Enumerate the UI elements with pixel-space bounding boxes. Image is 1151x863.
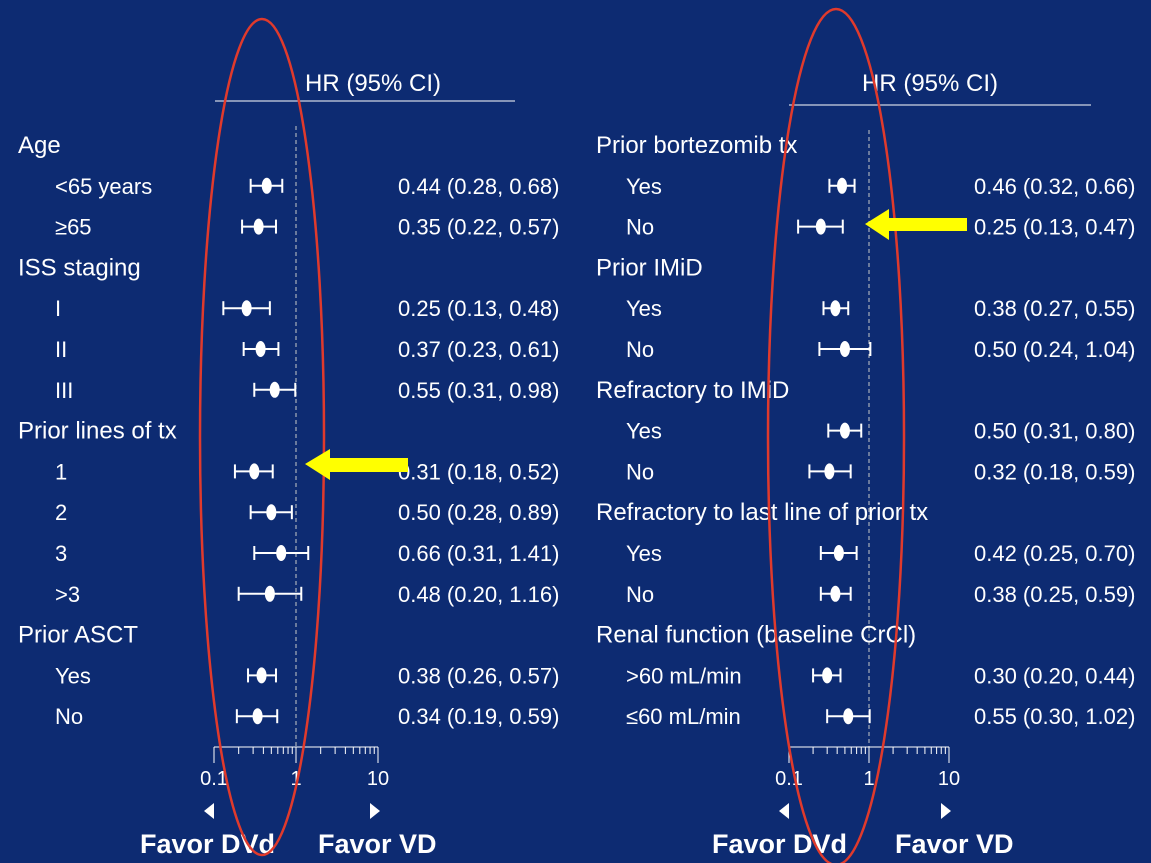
subgroup-label: III	[55, 378, 73, 403]
hr-ci-value: 0.48 (0.20, 1.16)	[398, 582, 559, 607]
hr-point-marker	[252, 708, 263, 725]
hr-point-marker	[830, 300, 841, 317]
hr-point-marker	[839, 341, 850, 357]
subgroup-label: 2	[55, 500, 67, 525]
hr-ci-value: 0.25 (0.13, 0.48)	[398, 296, 559, 321]
x-tick-label: 10	[938, 768, 960, 790]
hr-ci-value: 0.55 (0.30, 1.02)	[974, 704, 1135, 729]
hr-point-marker	[822, 667, 833, 684]
highlight-ellipse	[766, 7, 906, 863]
hr-point-marker	[241, 300, 252, 317]
hr-point-marker	[253, 218, 264, 235]
subgroup-label: Yes	[626, 174, 662, 199]
x-tick-label: 1	[863, 768, 874, 790]
hr-ci-value: 0.55 (0.31, 0.98)	[398, 378, 559, 403]
hr-point-marker	[249, 463, 260, 480]
hr-point-marker	[266, 504, 277, 521]
hr-point-marker	[261, 177, 272, 194]
subgroup-label: 3	[55, 541, 67, 566]
hr-point-marker	[843, 708, 854, 725]
subgroup-heading: Prior lines of tx	[18, 418, 177, 445]
subgroup-label: I	[55, 296, 61, 321]
subgroup-label: ≥65	[55, 215, 92, 240]
x-tick-label: 0.1	[775, 768, 803, 790]
hr-point-marker	[255, 341, 266, 357]
favor-right-arrow	[941, 803, 951, 819]
favor-right-arrow	[370, 803, 380, 819]
subgroup-label: <65 years	[55, 174, 152, 199]
subgroup-heading: Renal function (baseline CrCl)	[596, 622, 916, 649]
hr-ci-value: 0.46 (0.32, 0.66)	[974, 174, 1135, 199]
hr-point-marker	[276, 545, 287, 561]
hr-ci-value: 0.42 (0.25, 0.70)	[974, 541, 1135, 566]
hr-ci-value: 0.32 (0.18, 0.59)	[974, 459, 1135, 484]
favor-right-label: Favor VD	[318, 829, 437, 859]
hr-point-marker	[269, 381, 280, 398]
hr-ci-value: 0.38 (0.26, 0.57)	[398, 663, 559, 688]
subgroup-label: II	[55, 337, 67, 362]
highlight-ellipse	[198, 17, 326, 857]
column-header: HR (95% CI)	[305, 70, 441, 97]
highlight-arrow	[305, 449, 408, 480]
subgroup-label: No	[55, 704, 83, 729]
hr-ci-value: 0.34 (0.19, 0.59)	[398, 704, 559, 729]
hr-ci-value: 0.31 (0.18, 0.52)	[398, 459, 559, 484]
subgroup-heading: Age	[18, 132, 61, 159]
subgroup-heading: Prior IMiD	[596, 254, 703, 281]
subgroup-label: ≤60 mL/min	[626, 704, 741, 729]
subgroup-label: No	[626, 337, 654, 362]
subgroup-label: >60 mL/min	[626, 663, 742, 688]
subgroup-label: 1	[55, 459, 67, 484]
hr-point-marker	[824, 463, 835, 480]
subgroup-heading: Prior ASCT	[18, 622, 138, 649]
subgroup-heading: Prior bortezomib tx	[596, 132, 797, 159]
subgroup-heading: Refractory to last line of prior tx	[596, 499, 928, 526]
subgroup-heading: ISS staging	[18, 254, 141, 281]
hr-ci-value: 0.30 (0.20, 0.44)	[974, 663, 1135, 688]
hr-point-marker	[830, 585, 841, 602]
subgroup-label: >3	[55, 582, 80, 607]
subgroup-label: No	[626, 582, 654, 607]
favor-left-label: Favor DVd	[140, 829, 275, 859]
favor-left-arrow	[779, 803, 789, 819]
hr-ci-value: 0.35 (0.22, 0.57)	[398, 215, 559, 240]
x-tick-label: 1	[290, 768, 301, 790]
hr-ci-value: 0.37 (0.23, 0.61)	[398, 337, 559, 362]
subgroup-label: Yes	[626, 541, 662, 566]
favor-left-arrow	[204, 803, 214, 819]
hr-point-marker	[815, 218, 826, 235]
subgroup-label: No	[626, 459, 654, 484]
column-header: HR (95% CI)	[862, 70, 998, 97]
subgroup-label: Yes	[626, 296, 662, 321]
subgroup-heading: Refractory to IMiD	[596, 377, 789, 404]
hr-ci-value: 0.50 (0.28, 0.89)	[398, 500, 559, 525]
hr-ci-value: 0.50 (0.24, 1.04)	[974, 337, 1135, 362]
hr-ci-value: 0.50 (0.31, 0.80)	[974, 419, 1135, 444]
highlight-arrow	[865, 209, 967, 240]
hr-ci-value: 0.38 (0.27, 0.55)	[974, 296, 1135, 321]
hr-point-marker	[839, 422, 850, 439]
x-tick-label: 10	[367, 768, 389, 790]
favor-left-label: Favor DVd	[712, 829, 847, 859]
hr-ci-value: 0.44 (0.28, 0.68)	[398, 174, 559, 199]
hr-point-marker	[256, 667, 267, 684]
hr-point-marker	[833, 545, 844, 561]
x-tick-label: 0.1	[200, 768, 228, 790]
subgroup-label: Yes	[55, 663, 91, 688]
favor-right-label: Favor VD	[895, 829, 1014, 859]
hr-ci-value: 0.25 (0.13, 0.47)	[974, 215, 1135, 240]
hr-point-marker	[837, 177, 848, 194]
hr-ci-value: 0.38 (0.25, 0.59)	[974, 582, 1135, 607]
hr-ci-value: 0.66 (0.31, 1.41)	[398, 541, 559, 566]
subgroup-label: Yes	[626, 419, 662, 444]
subgroup-label: No	[626, 215, 654, 240]
hr-point-marker	[264, 585, 275, 602]
